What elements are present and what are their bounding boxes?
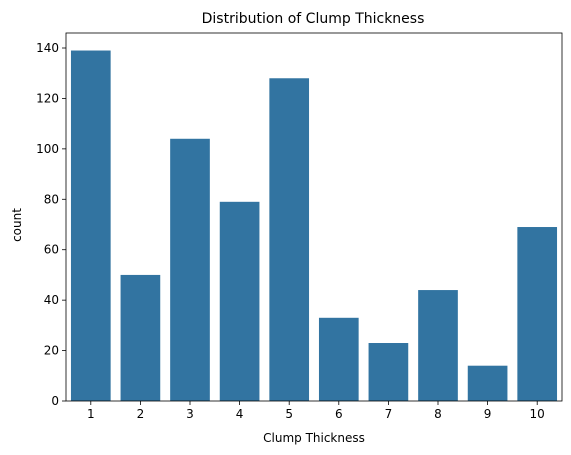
bar-8 xyxy=(418,290,458,401)
bar-3 xyxy=(170,138,210,402)
x-tick-label: 4 xyxy=(236,407,244,421)
bar-5 xyxy=(269,78,310,401)
x-tick-label: 2 xyxy=(137,407,145,421)
bar-9 xyxy=(467,365,508,401)
y-axis-label: count xyxy=(10,208,24,242)
x-tick-label: 7 xyxy=(385,407,393,421)
x-tick-label: 8 xyxy=(434,407,442,421)
x-tick-label: 10 xyxy=(530,407,545,421)
x-tick-label: 1 xyxy=(87,407,95,421)
y-tick-label: 140 xyxy=(36,41,59,55)
x-axis-label: Clump Thickness xyxy=(263,431,365,445)
x-tick-label: 9 xyxy=(484,407,492,421)
bars-group xyxy=(70,50,558,402)
y-tick-label: 80 xyxy=(44,192,59,206)
bar-1 xyxy=(70,50,111,402)
plot-frame xyxy=(65,32,563,402)
bar-4 xyxy=(219,201,260,401)
x-tick-label: 3 xyxy=(186,407,194,421)
x-axis-ticks: 1 2 3 4 5 6 7 8 9 10 xyxy=(87,401,545,421)
bar-10 xyxy=(517,227,558,401)
y-tick-label: 100 xyxy=(36,142,59,156)
y-tick-label: 20 xyxy=(44,344,59,358)
y-axis-ticks: 0 20 40 60 80 100 120 140 xyxy=(36,41,66,408)
chart-title: Distribution of Clump Thickness xyxy=(202,11,425,27)
x-tick-label: 6 xyxy=(335,407,343,421)
x-tick-label: 5 xyxy=(285,407,293,421)
y-tick-label: 0 xyxy=(51,394,59,408)
bar-6 xyxy=(318,317,359,401)
y-tick-label: 40 xyxy=(44,293,59,307)
y-tick-label: 60 xyxy=(44,243,59,257)
y-tick-label: 120 xyxy=(36,91,59,105)
bar-7 xyxy=(368,343,409,401)
bar-2 xyxy=(120,274,161,401)
